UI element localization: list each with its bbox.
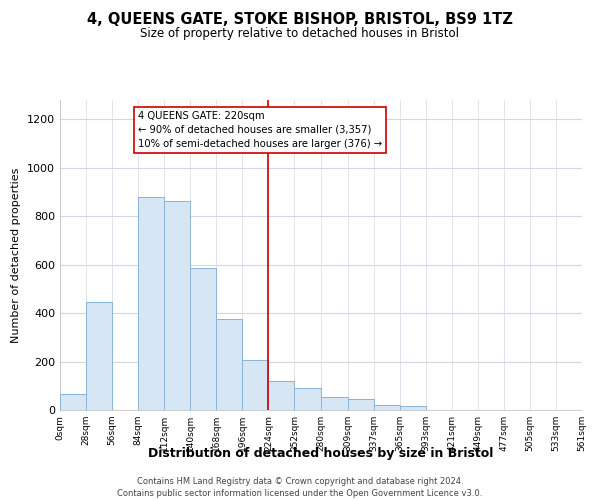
Bar — [400, 406, 425, 410]
Bar — [86, 302, 112, 410]
Bar — [242, 360, 268, 410]
Bar — [295, 388, 320, 410]
Bar — [320, 396, 347, 410]
Bar — [268, 381, 295, 410]
Text: Distribution of detached houses by size in Bristol: Distribution of detached houses by size … — [148, 448, 494, 460]
Bar — [138, 197, 164, 410]
Y-axis label: Number of detached properties: Number of detached properties — [11, 168, 22, 342]
Bar — [164, 200, 190, 410]
Bar — [190, 268, 217, 410]
Bar — [217, 319, 242, 410]
Bar — [347, 399, 374, 410]
Text: 4 QUEENS GATE: 220sqm
← 90% of detached houses are smaller (3,357)
10% of semi-d: 4 QUEENS GATE: 220sqm ← 90% of detached … — [138, 111, 382, 149]
Text: Contains public sector information licensed under the Open Government Licence v3: Contains public sector information licen… — [118, 489, 482, 498]
Bar — [374, 405, 400, 410]
Text: Size of property relative to detached houses in Bristol: Size of property relative to detached ho… — [140, 28, 460, 40]
Bar — [60, 394, 86, 410]
Text: Contains HM Land Registry data © Crown copyright and database right 2024.: Contains HM Land Registry data © Crown c… — [137, 478, 463, 486]
Text: 4, QUEENS GATE, STOKE BISHOP, BRISTOL, BS9 1TZ: 4, QUEENS GATE, STOKE BISHOP, BRISTOL, B… — [87, 12, 513, 28]
